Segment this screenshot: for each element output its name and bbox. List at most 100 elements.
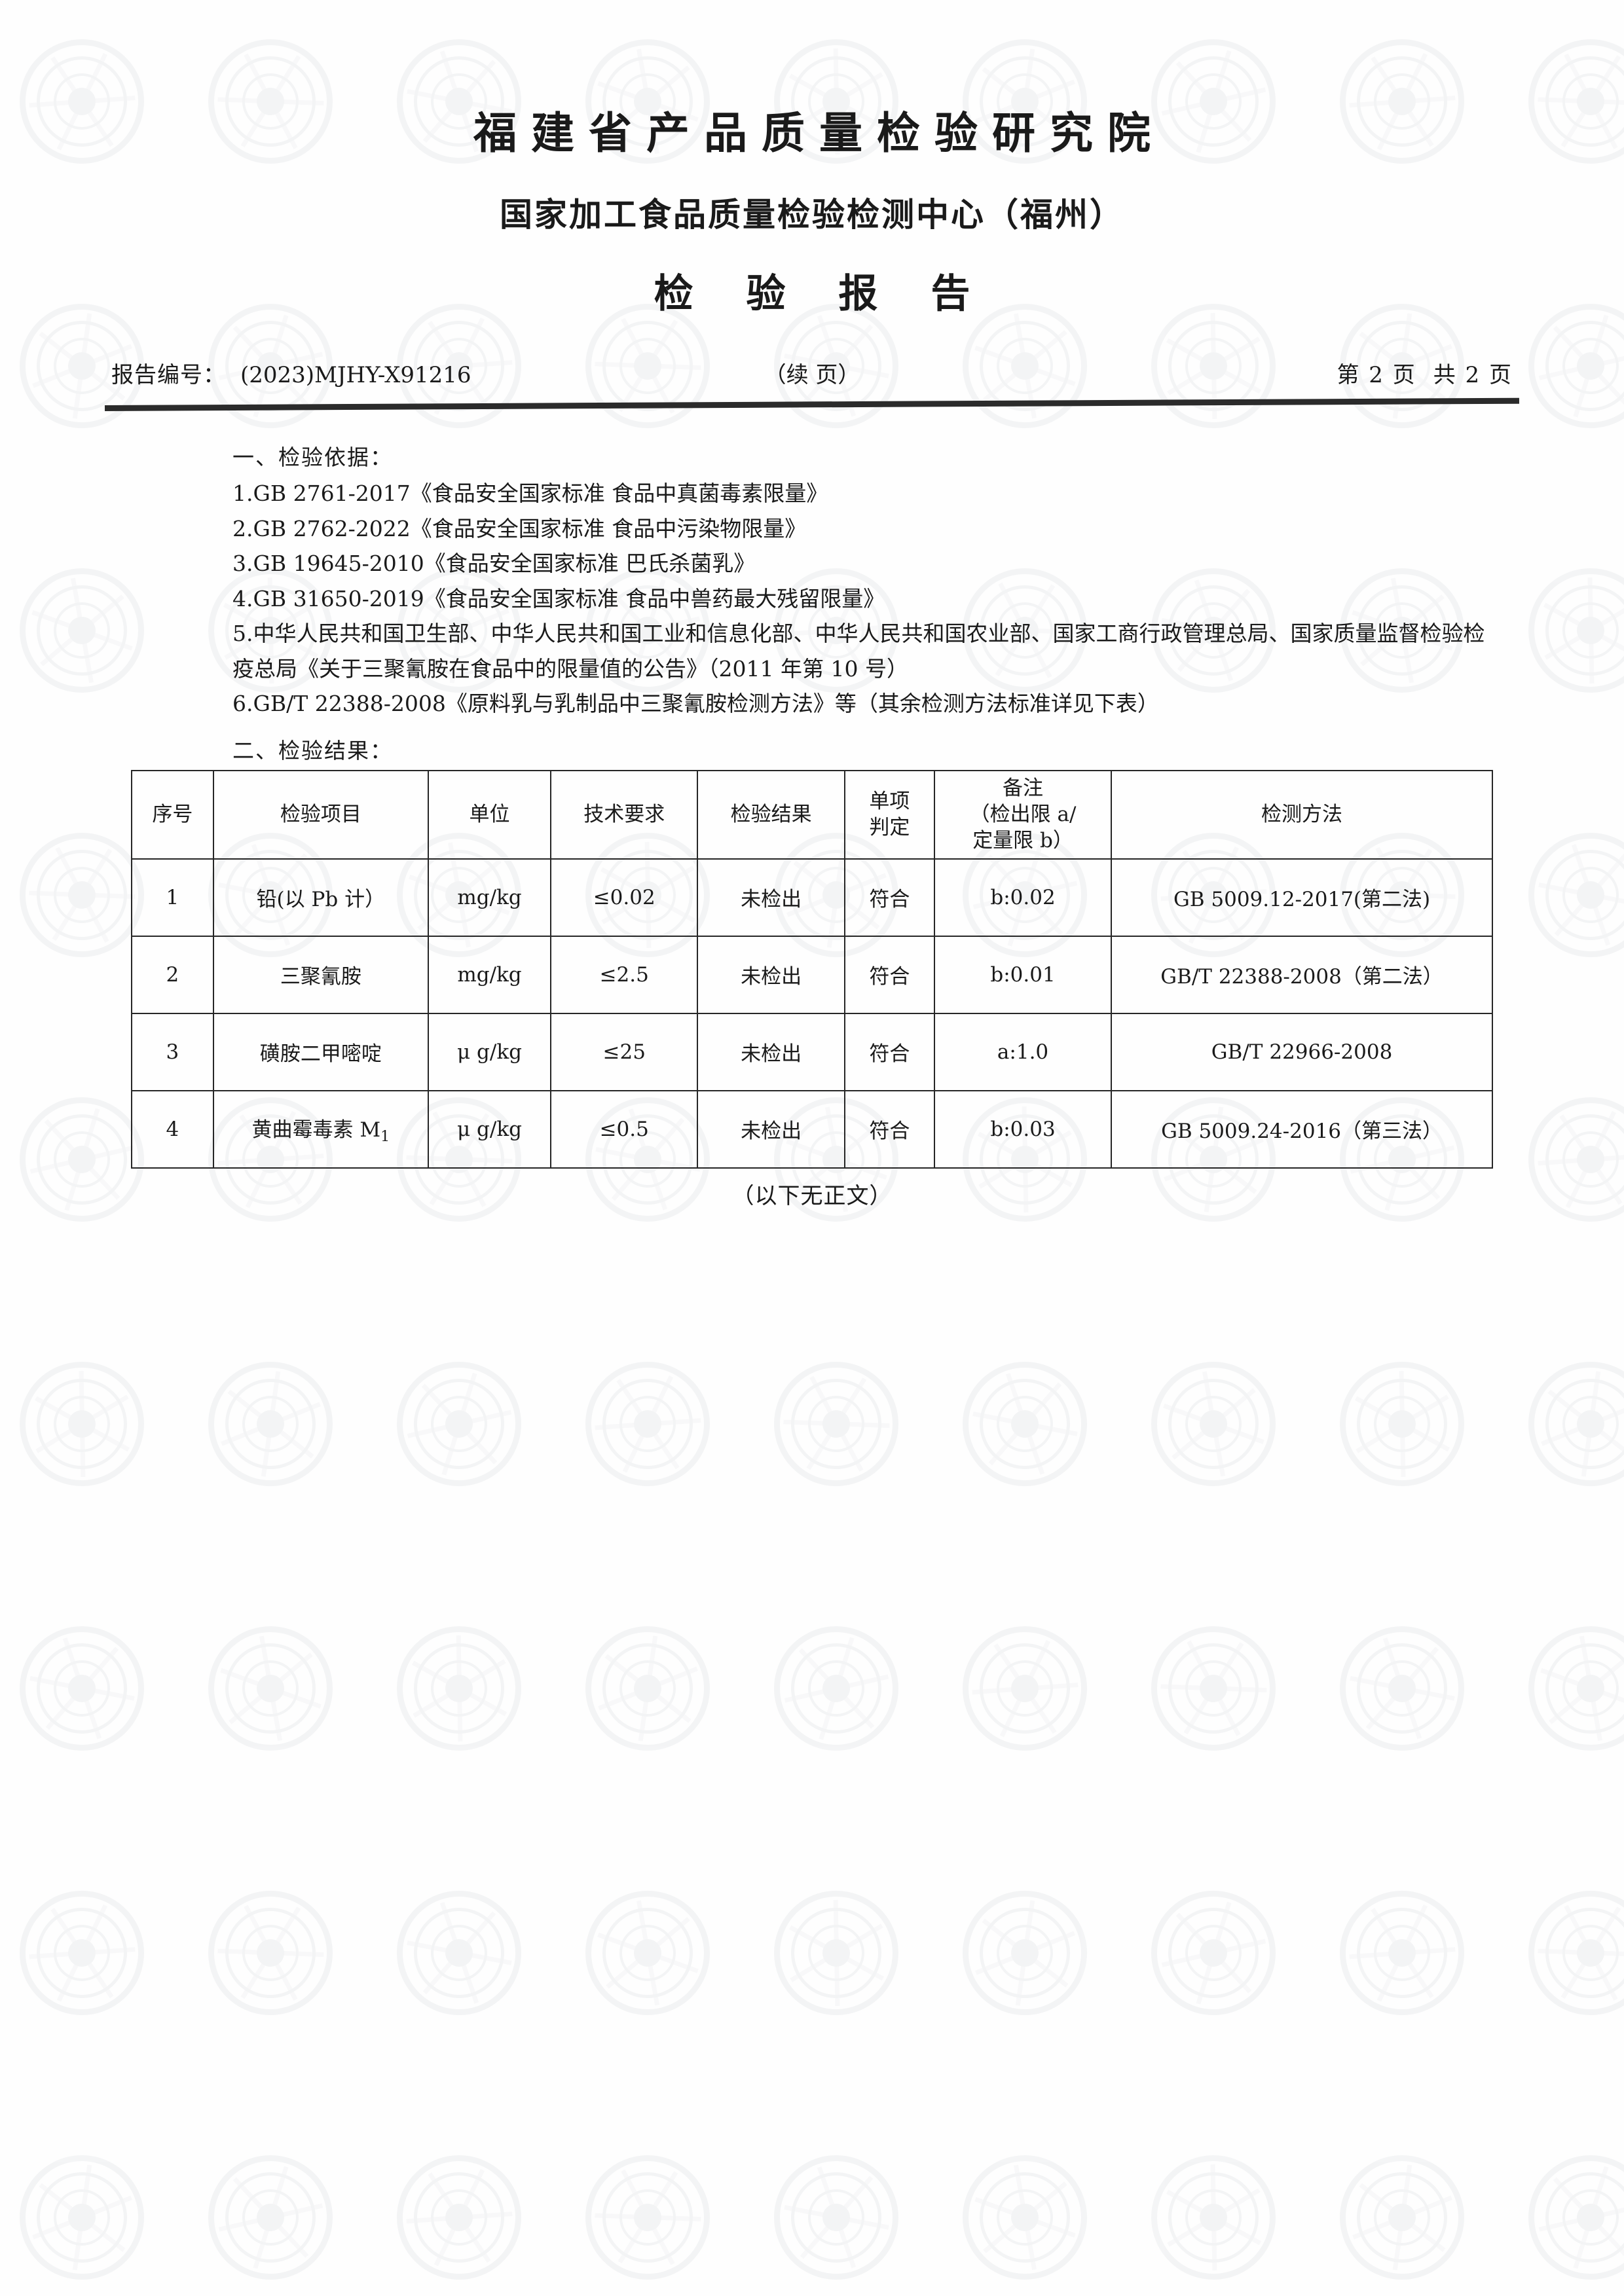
- cell-no: 2: [131, 935, 214, 1014]
- cell-remark: b:0.02: [933, 858, 1113, 937]
- cell-result: 未检出: [697, 1089, 845, 1169]
- seal-watermark-icon: [773, 1889, 900, 2016]
- table-header-row: 序号 检验项目 单位 技术要求 检验结果 单项 判定 备注 （检出限 a/ 定量…: [131, 769, 1493, 860]
- remark-line-3: 定量限 b）: [972, 829, 1073, 853]
- cell-judgement: 符合: [843, 858, 935, 937]
- seal-watermark-icon: [198, 1616, 343, 1761]
- seal-watermark-icon: [1338, 1360, 1466, 1487]
- column-header-requirement: 技术要求: [549, 769, 699, 860]
- inspection-basis-block: 一、检验依据： 1.GB 2761-2017《食品安全国家标准 食品中真菌毒素限…: [232, 440, 1486, 721]
- cell-result: 未检出: [697, 935, 845, 1014]
- below-no-text-note: （以下无正文）: [731, 1182, 893, 1209]
- seal-watermark-icon: [1513, 2140, 1624, 2295]
- seal-watermark-icon: [3, 1609, 161, 1768]
- inspection-basis-heading: 一、检验依据：: [232, 445, 393, 470]
- cell-no: 3: [131, 1012, 214, 1091]
- column-header-judgement: 单项 判定: [843, 769, 935, 860]
- cell-unit: mg/kg: [427, 858, 552, 937]
- cell-remark: a:1.0: [933, 1012, 1113, 1091]
- seal-watermark-icon: [954, 1882, 1096, 2024]
- basis-item: 6.GB/T 22388-2008《原料乳与乳制品中三聚氰胺检测方法》等（其余检…: [232, 691, 1159, 717]
- table-row: 1 铅(以 Pb 计） mg/kg ≤0.02 未检出 符合 b:0.02 GB…: [131, 858, 1493, 937]
- cell-requirement: ≤2.5: [549, 935, 699, 1014]
- basis-item: 4.GB 31650-2019《食品安全国家标准 食品中兽药最大残留限量》: [232, 585, 885, 611]
- seal-watermark-icon: [564, 1340, 731, 1508]
- cell-unit: mg/kg: [427, 935, 552, 1014]
- seal-watermark-icon: [563, 2133, 732, 2296]
- seal-watermark-icon: [0, 1869, 166, 2037]
- column-header-result: 检验结果: [697, 769, 845, 860]
- table-row: 4 黄曲霉毒素 M1 μ g/kg ≤0.5 未检出 符合 b:0.03 GB …: [131, 1089, 1493, 1169]
- cell-method: GB 5009.12-2017(第二法): [1111, 858, 1493, 937]
- seal-watermark-icon: [1141, 1351, 1286, 1497]
- seal-watermark-icon: [758, 1611, 914, 1766]
- seal-watermark-icon: [11, 2147, 153, 2288]
- seal-watermark-icon: [186, 1868, 355, 2037]
- page-current: 第 2 页: [1337, 362, 1416, 388]
- page-indicator: 第 2 页共 2 页: [1337, 357, 1513, 389]
- cell-judgement: 符合: [843, 1012, 935, 1091]
- cell-unit: μ g/kg: [427, 1089, 552, 1169]
- column-header-unit: 单位: [427, 769, 552, 860]
- seal-watermark-icon: [375, 2134, 543, 2296]
- remark-line-1: 备注: [1003, 776, 1044, 800]
- report-number: 报告编号： (2023)MJHY-X91216: [111, 357, 471, 389]
- cell-unit: μ g/kg: [427, 1012, 552, 1091]
- table-row: 2 三聚氰胺 mg/kg ≤2.5 未检出 符合 b:0.01 GB/T 223…: [131, 935, 1493, 1014]
- basis-item: 3.GB 19645-2010《食品安全国家标准 巴氏杀菌乳》: [232, 551, 756, 577]
- seal-watermark-icon: [18, 1360, 145, 1487]
- report-number-label: 报告编号：: [111, 362, 226, 388]
- seal-watermark-icon: [752, 1339, 921, 1508]
- seal-watermark-icon: [757, 2138, 915, 2296]
- seal-watermark-icon: [200, 1353, 341, 1495]
- cell-result: 未检出: [697, 1012, 845, 1091]
- page-content: 福建省产品质量检验研究院 国家加工食品质量检验检测中心（福州） 检 验 报 告 …: [104, 107, 1519, 1209]
- remark-line-2: （检出限 a/: [969, 802, 1077, 826]
- seal-watermark-icon: [941, 1605, 1109, 1772]
- cell-remark: b:0.03: [933, 1089, 1113, 1169]
- page-total: 共 2 页: [1433, 362, 1513, 388]
- seal-watermark-icon: [1331, 2147, 1473, 2288]
- cell-judgement: 符合: [843, 935, 935, 1014]
- judgement-line-1: 单项: [869, 789, 910, 813]
- center-name: 国家加工食品质量检验检测中心（福州）: [500, 195, 1124, 234]
- inspection-results-table: 序号 检验项目 单位 技术要求 检验结果 单项 判定 备注 （检出限 a/ 定量…: [131, 769, 1493, 1169]
- seal-watermark-icon: [1506, 1868, 1624, 2037]
- seal-watermark-icon: [1150, 2154, 1277, 2281]
- basis-item: 5.中华人民共和国卫生部、中华人民共和国工业和信息化部、中华人民共和国农业部、国…: [232, 621, 1485, 682]
- basis-item: 2.GB 2762-2022《食品安全国家标准 食品中污染物限量》: [232, 515, 807, 541]
- item-base: 黄曲霉毒素 M: [251, 1118, 381, 1142]
- seal-watermark-icon: [381, 1346, 537, 1502]
- cell-no: 1: [131, 858, 214, 937]
- seal-watermark-icon: [396, 1625, 523, 1752]
- results-table-wrapper: 序号 检验项目 单位 技术要求 检验结果 单项 判定 备注 （检出限 a/ 定量…: [131, 769, 1493, 1169]
- seal-watermark-icon: [1129, 1604, 1298, 1773]
- cell-item: 铅(以 Pb 计）: [212, 858, 429, 937]
- column-header-item: 检验项目: [212, 769, 429, 860]
- cell-method: GB/T 22966-2008: [1111, 1012, 1493, 1091]
- seal-watermark-icon: [575, 1880, 720, 2026]
- cell-requirement: ≤0.5: [549, 1089, 699, 1169]
- column-header-method: 检测方法: [1111, 769, 1493, 860]
- continuation-marker: （续 页）: [764, 362, 860, 388]
- seal-watermark-icon: [193, 2140, 348, 2295]
- document-title: 检 验 报 告: [654, 271, 990, 317]
- column-header-no: 序号: [131, 769, 214, 860]
- cell-item: 三聚氰胺: [212, 935, 429, 1014]
- judgement-line-2: 判定: [869, 816, 910, 840]
- report-meta-row: 报告编号： (2023)MJHY-X91216 （续 页） 第 2 页共 2 页: [111, 357, 1513, 397]
- cell-requirement: ≤0.02: [549, 858, 699, 937]
- cell-result: 未检出: [697, 858, 845, 937]
- cell-no: 4: [131, 1089, 214, 1169]
- cell-method: GB 5009.24-2016（第三法）: [1111, 1089, 1493, 1169]
- cell-judgement: 符合: [843, 1089, 935, 1169]
- seal-watermark-icon: [1518, 1616, 1624, 1761]
- table-row: 3 磺胺二甲嘧啶 μ g/kg ≤25 未检出 符合 a:1.0 GB/T 22…: [131, 1012, 1493, 1091]
- cell-requirement: ≤25: [549, 1012, 699, 1091]
- seal-watermark-icon: [1135, 1875, 1291, 2031]
- column-header-remark: 备注 （检出限 a/ 定量限 b）: [933, 769, 1113, 860]
- seal-watermark-icon: [952, 2145, 1098, 2290]
- seal-watermark-icon: [1323, 1609, 1481, 1768]
- header-divider: [104, 397, 1519, 411]
